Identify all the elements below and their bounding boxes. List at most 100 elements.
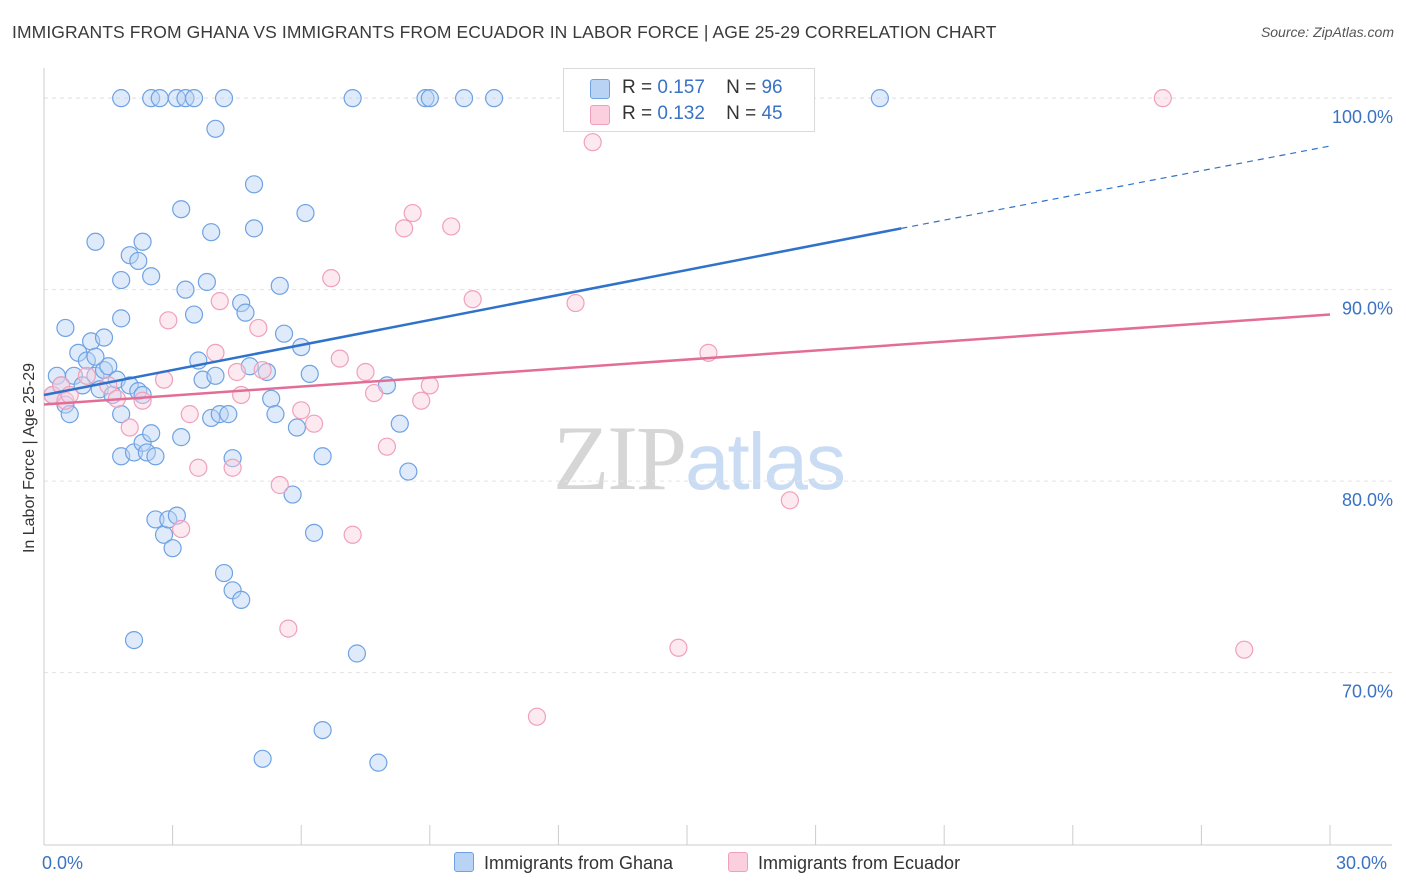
ghana-point xyxy=(112,89,131,108)
ecuador-point xyxy=(180,405,199,424)
ecuador-point xyxy=(232,385,251,405)
ghana-point xyxy=(253,749,272,768)
ecuador-point xyxy=(403,203,422,223)
bottom-legend-swatch-ecuador xyxy=(728,852,748,872)
ecuador-point xyxy=(227,362,246,382)
ecuador-point xyxy=(356,362,375,382)
ecuador-point xyxy=(270,475,289,495)
ecuador-point xyxy=(292,401,311,420)
ghana-point xyxy=(159,510,178,529)
ghana-point xyxy=(485,89,504,108)
ghana-point xyxy=(184,305,204,324)
ghana-point xyxy=(163,539,182,558)
legend-r-value: 0.132 xyxy=(657,103,705,124)
ghana-points xyxy=(43,89,890,772)
ecuador-point xyxy=(77,366,96,385)
ecuador-points xyxy=(43,89,1254,726)
ghana-point xyxy=(343,89,362,108)
ghana-point xyxy=(206,119,225,138)
correlation-legend: R = 0.157 N = 96 R = 0.132 N = 45 xyxy=(563,68,815,132)
y-tick-label: 90.0% xyxy=(1342,299,1393,319)
ecuador-point xyxy=(304,414,324,433)
ecuador-point xyxy=(527,707,547,726)
legend-r-label: R = xyxy=(622,77,653,98)
y-tick-label: 70.0% xyxy=(1342,682,1393,702)
ghana-point xyxy=(223,449,242,468)
bottom-legend-ecuador: Immigrants from Ecuador xyxy=(728,852,960,874)
ghana-trend-line xyxy=(43,227,902,397)
ecuador-point xyxy=(394,219,414,238)
axes xyxy=(43,68,1392,846)
bottom-legend-swatch-ghana xyxy=(454,852,474,872)
source-label: Source: ZipAtlas.com xyxy=(1260,24,1394,40)
x-tick-label-min: 0.0% xyxy=(42,853,84,873)
legend-n-value: 45 xyxy=(761,103,783,124)
ecuador-point xyxy=(412,391,431,410)
ecuador-point xyxy=(172,519,191,539)
ghana-point xyxy=(172,428,191,447)
ecuador-point xyxy=(463,290,482,309)
ecuador-point xyxy=(669,638,688,657)
trend-lines xyxy=(43,145,1331,406)
ghana-point xyxy=(420,89,439,108)
ghana-point xyxy=(313,720,332,740)
watermark: ZIPatlas xyxy=(553,405,846,511)
legend-swatch-ghana xyxy=(590,79,610,99)
ghana-point xyxy=(202,223,221,242)
ecuador-point xyxy=(322,269,341,288)
ecuador-point xyxy=(780,491,799,510)
ghana-point xyxy=(304,523,324,542)
ghana-point xyxy=(146,510,165,529)
ghana-point xyxy=(142,267,161,286)
ecuador-point xyxy=(133,391,152,410)
ecuador-point xyxy=(343,525,362,544)
ghana-point xyxy=(146,447,165,466)
ghana-point xyxy=(296,203,315,223)
ghana-point xyxy=(274,324,294,343)
ghana-point xyxy=(283,485,302,504)
ghana-point xyxy=(206,366,225,385)
ghana-point xyxy=(142,424,161,443)
ecuador-point xyxy=(210,292,229,311)
ecuador-point xyxy=(420,376,439,395)
ecuador-point xyxy=(159,311,178,330)
ghana-trend-extension xyxy=(901,145,1331,229)
ghana-point xyxy=(214,89,234,108)
bottom-legend-label-ecuador: Immigrants from Ecuador xyxy=(758,853,961,873)
ghana-point xyxy=(133,232,152,251)
chart-title: IMMIGRANTS FROM GHANA VS IMMIGRANTS FROM… xyxy=(12,22,997,42)
ghana-point xyxy=(60,405,79,424)
ghana-point xyxy=(167,506,186,525)
ecuador-point xyxy=(1235,640,1254,659)
ghana-point xyxy=(262,389,281,408)
ecuador-point xyxy=(1153,89,1172,108)
watermark-zip: ZIP xyxy=(553,407,687,509)
legend-n-label: N = xyxy=(726,103,757,124)
ecuador-point xyxy=(223,458,242,477)
ghana-point xyxy=(416,89,435,108)
ghana-point xyxy=(129,251,148,271)
ecuador-point xyxy=(206,343,225,362)
ghana-point xyxy=(313,447,332,466)
ghana-point xyxy=(184,89,204,108)
ecuador-point xyxy=(249,318,268,338)
ecuador-point xyxy=(120,418,139,437)
legend-swatch-ecuador xyxy=(590,105,610,125)
ghana-point xyxy=(454,89,474,108)
ghana-point xyxy=(94,328,114,347)
ghana-point xyxy=(176,280,195,299)
ecuador-point xyxy=(253,360,272,380)
ghana-point xyxy=(214,563,234,583)
ghana-point xyxy=(266,405,285,424)
ghana-point xyxy=(232,293,251,313)
ecuador-trend-line xyxy=(43,313,1331,406)
ecuador-point xyxy=(364,383,384,403)
ghana-point xyxy=(112,270,131,290)
ghana-point xyxy=(399,462,418,481)
ecuador-point xyxy=(442,217,461,236)
ghana-point xyxy=(244,219,264,238)
ghana-point xyxy=(172,200,191,219)
legend-r-label: R = xyxy=(622,103,653,124)
ghana-point xyxy=(270,276,289,295)
ghana-point xyxy=(77,351,96,370)
